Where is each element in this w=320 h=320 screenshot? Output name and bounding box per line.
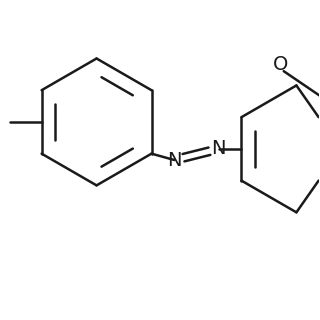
Text: O: O [273, 55, 288, 74]
Text: N: N [167, 150, 181, 170]
Text: N: N [212, 140, 226, 158]
